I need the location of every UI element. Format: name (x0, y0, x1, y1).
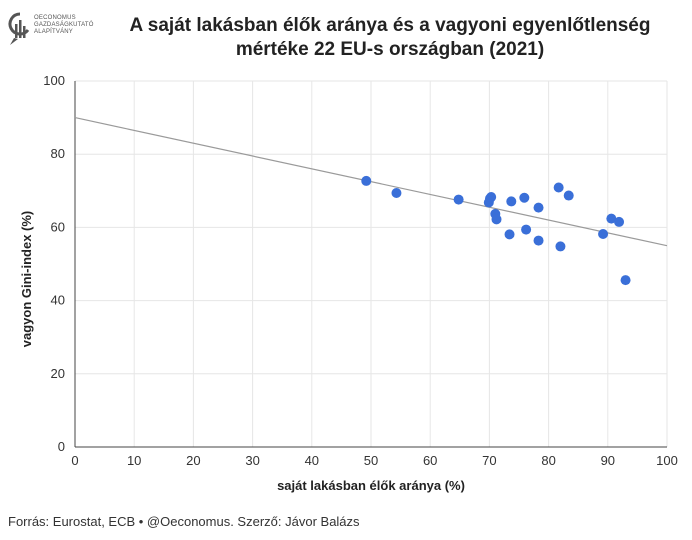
x-tick-label: 30 (245, 453, 259, 468)
chart-title: A saját lakásban élők aránya és a vagyon… (110, 14, 670, 62)
data-point (486, 192, 497, 203)
y-tick-label: 80 (51, 146, 65, 161)
data-point (563, 190, 574, 201)
y-tick-label: 40 (51, 293, 65, 308)
scatter-chart: 0 10 20 30 40 50 60 70 80 90 100 0 20 40 60 80 100 saját… (19, 73, 678, 493)
data-point (555, 241, 566, 252)
data-point (519, 192, 530, 203)
x-tick-label: 40 (305, 453, 319, 468)
axes (74, 81, 667, 448)
x-tick-label: 20 (186, 453, 200, 468)
logo-mark-icon (8, 12, 30, 45)
y-tick-label: 60 (51, 219, 65, 234)
data-point (361, 175, 372, 186)
x-tick-label: 50 (364, 453, 378, 468)
x-tick-label: 0 (71, 453, 78, 468)
y-tick-label: 100 (43, 73, 65, 88)
data-point (553, 182, 564, 193)
data-point (620, 275, 631, 286)
x-tick-label: 80 (541, 453, 555, 468)
data-point (533, 202, 544, 213)
data-point (453, 194, 464, 205)
data-point (491, 214, 502, 225)
logo-line: GAZDASÁGKUTATÓ (34, 22, 94, 28)
x-tick-label: 90 (601, 453, 615, 468)
data-points (361, 175, 631, 286)
data-point (598, 228, 609, 239)
tick-labels: 0 10 20 30 40 50 60 70 80 90 100 0 20 40 60 80 100 (43, 73, 678, 468)
y-tick-label: 0 (58, 439, 65, 454)
logo-line: OECONOMUS (34, 15, 76, 21)
logo-line: ALAPÍTVÁNY (34, 29, 74, 35)
data-point (521, 224, 532, 235)
data-point (504, 229, 515, 240)
data-point (606, 213, 617, 224)
data-point (506, 196, 517, 207)
logo-text: OECONOMUS GAZDASÁGKUTATÓ ALAPÍTVÁNY (34, 15, 94, 36)
source-note: Forrás: Eurostat, ECB • @Oeconomus. Szer… (8, 514, 360, 529)
data-point (391, 187, 402, 198)
data-point (614, 216, 625, 227)
y-tick-label: 20 (51, 366, 65, 381)
gridlines (75, 80, 668, 447)
y-axis-label: vagyon Gini-index (%) (19, 211, 34, 348)
x-tick-label: 60 (423, 453, 437, 468)
chart-title-line-2: mértéke 22 EU-s országban (2021) (235, 39, 545, 60)
chart-title-line-1: A saját lakásban élők aránya és a vagyon… (129, 15, 651, 36)
x-tick-label: 100 (656, 453, 678, 468)
x-tick-label: 10 (127, 453, 141, 468)
oeconomus-logo: OECONOMUS GAZDASÁGKUTATÓ ALAPÍTVÁNY (8, 12, 128, 52)
x-tick-label: 70 (482, 453, 496, 468)
x-axis-label: saját lakásban élők aránya (%) (277, 478, 465, 493)
data-point (533, 235, 544, 246)
